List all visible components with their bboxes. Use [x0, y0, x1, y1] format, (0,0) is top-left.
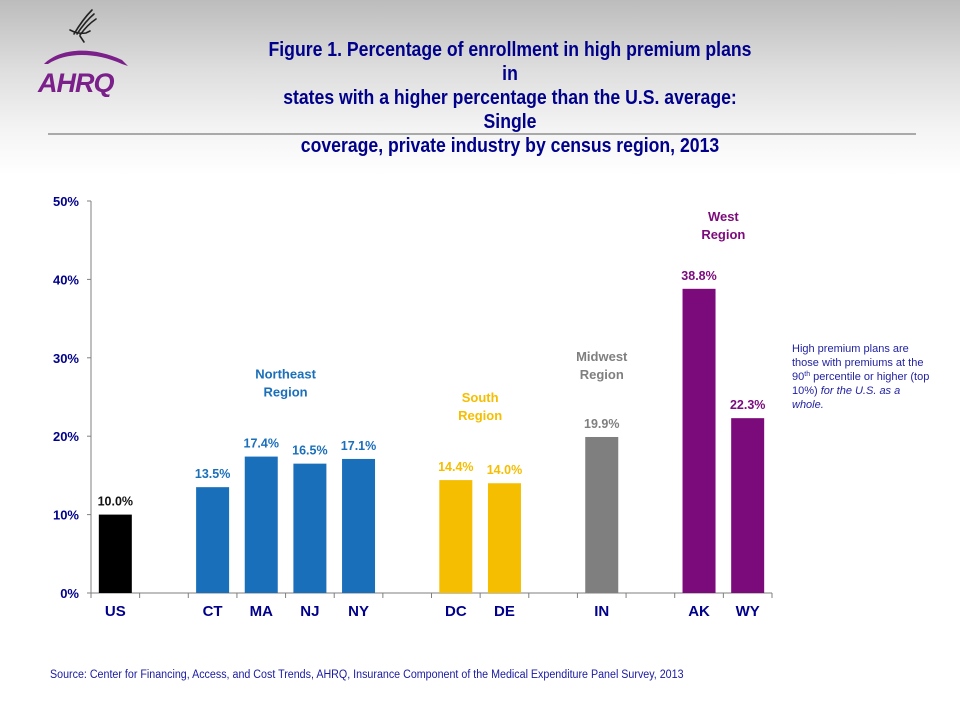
bar-ny [342, 458, 376, 593]
bar-dc [439, 480, 473, 593]
y-tick-label: 0% [60, 586, 79, 601]
x-tick-label: AK [688, 603, 710, 620]
chart-footnote: High premium plans are those with premiu… [792, 342, 932, 412]
region-label-line: Northeast [255, 367, 316, 382]
region-label-line: Midwest [576, 349, 628, 364]
x-tick-label: NJ [300, 603, 319, 620]
bar-de [487, 483, 521, 593]
y-tick-label: 10% [53, 508, 79, 523]
bar-ct [196, 487, 230, 593]
data-label: 22.3% [730, 398, 765, 412]
y-tick-label: 30% [53, 351, 79, 366]
footnote-text: High premium plans are those with premiu… [792, 343, 924, 383]
y-tick-label: 50% [53, 194, 79, 209]
hhs-eagle-icon [69, 9, 97, 43]
bar-ak [682, 288, 716, 593]
bar-ma [244, 456, 278, 593]
region-label-line: Region [580, 367, 624, 382]
data-label: 10.0% [98, 495, 133, 509]
data-label: 19.9% [584, 417, 619, 431]
data-label: 17.4% [244, 437, 279, 451]
region-label-line: Region [264, 385, 308, 400]
x-tick-label: DC [445, 603, 467, 620]
x-tick-label: US [105, 603, 126, 620]
region-label-south: South Region [458, 390, 502, 423]
bar-wy [731, 418, 765, 593]
x-tick-label: MA [250, 603, 273, 620]
x-tick-label: IN [594, 603, 609, 620]
x-tick-label: WY [736, 603, 760, 620]
x-tick-label: DE [494, 603, 515, 620]
source-citation: Source: Center for Financing, Access, an… [50, 669, 684, 681]
x-tick-label: CT [203, 603, 223, 620]
y-tick-label: 20% [53, 429, 79, 444]
title-divider [48, 133, 916, 135]
region-label-line: Region [701, 227, 745, 242]
region-label-line: Region [458, 408, 502, 423]
ahrq-logo: AHRQ [30, 2, 140, 98]
data-label: 14.4% [438, 460, 473, 474]
region-label-northeast: Northeast Region [255, 367, 316, 400]
footnote-italic: for the U.S. as a whole. [792, 385, 901, 411]
data-label: 13.5% [195, 467, 230, 481]
data-label: 38.8% [681, 269, 716, 283]
region-label-line: South [462, 390, 499, 405]
chart-title: Figure 1. Percentage of enrollment in hi… [268, 38, 752, 157]
logo-arc [44, 50, 128, 66]
footnote-text-2: percentile or higher (top 10%) [792, 371, 930, 397]
region-label-midwest: Midwest Region [576, 349, 628, 382]
data-label: 16.5% [292, 444, 327, 458]
region-label-line: West [708, 209, 739, 224]
data-label: 14.0% [487, 463, 522, 477]
footnote-superscript: th [804, 371, 811, 378]
x-tick-label: NY [348, 603, 369, 620]
region-label-west: West Region [701, 209, 745, 242]
bar-nj [293, 463, 327, 593]
logo-text: AHRQ [37, 68, 114, 97]
y-tick-label: 40% [53, 272, 79, 287]
bar-us [98, 514, 132, 593]
data-label: 17.1% [341, 439, 376, 453]
bar-in [585, 436, 619, 593]
